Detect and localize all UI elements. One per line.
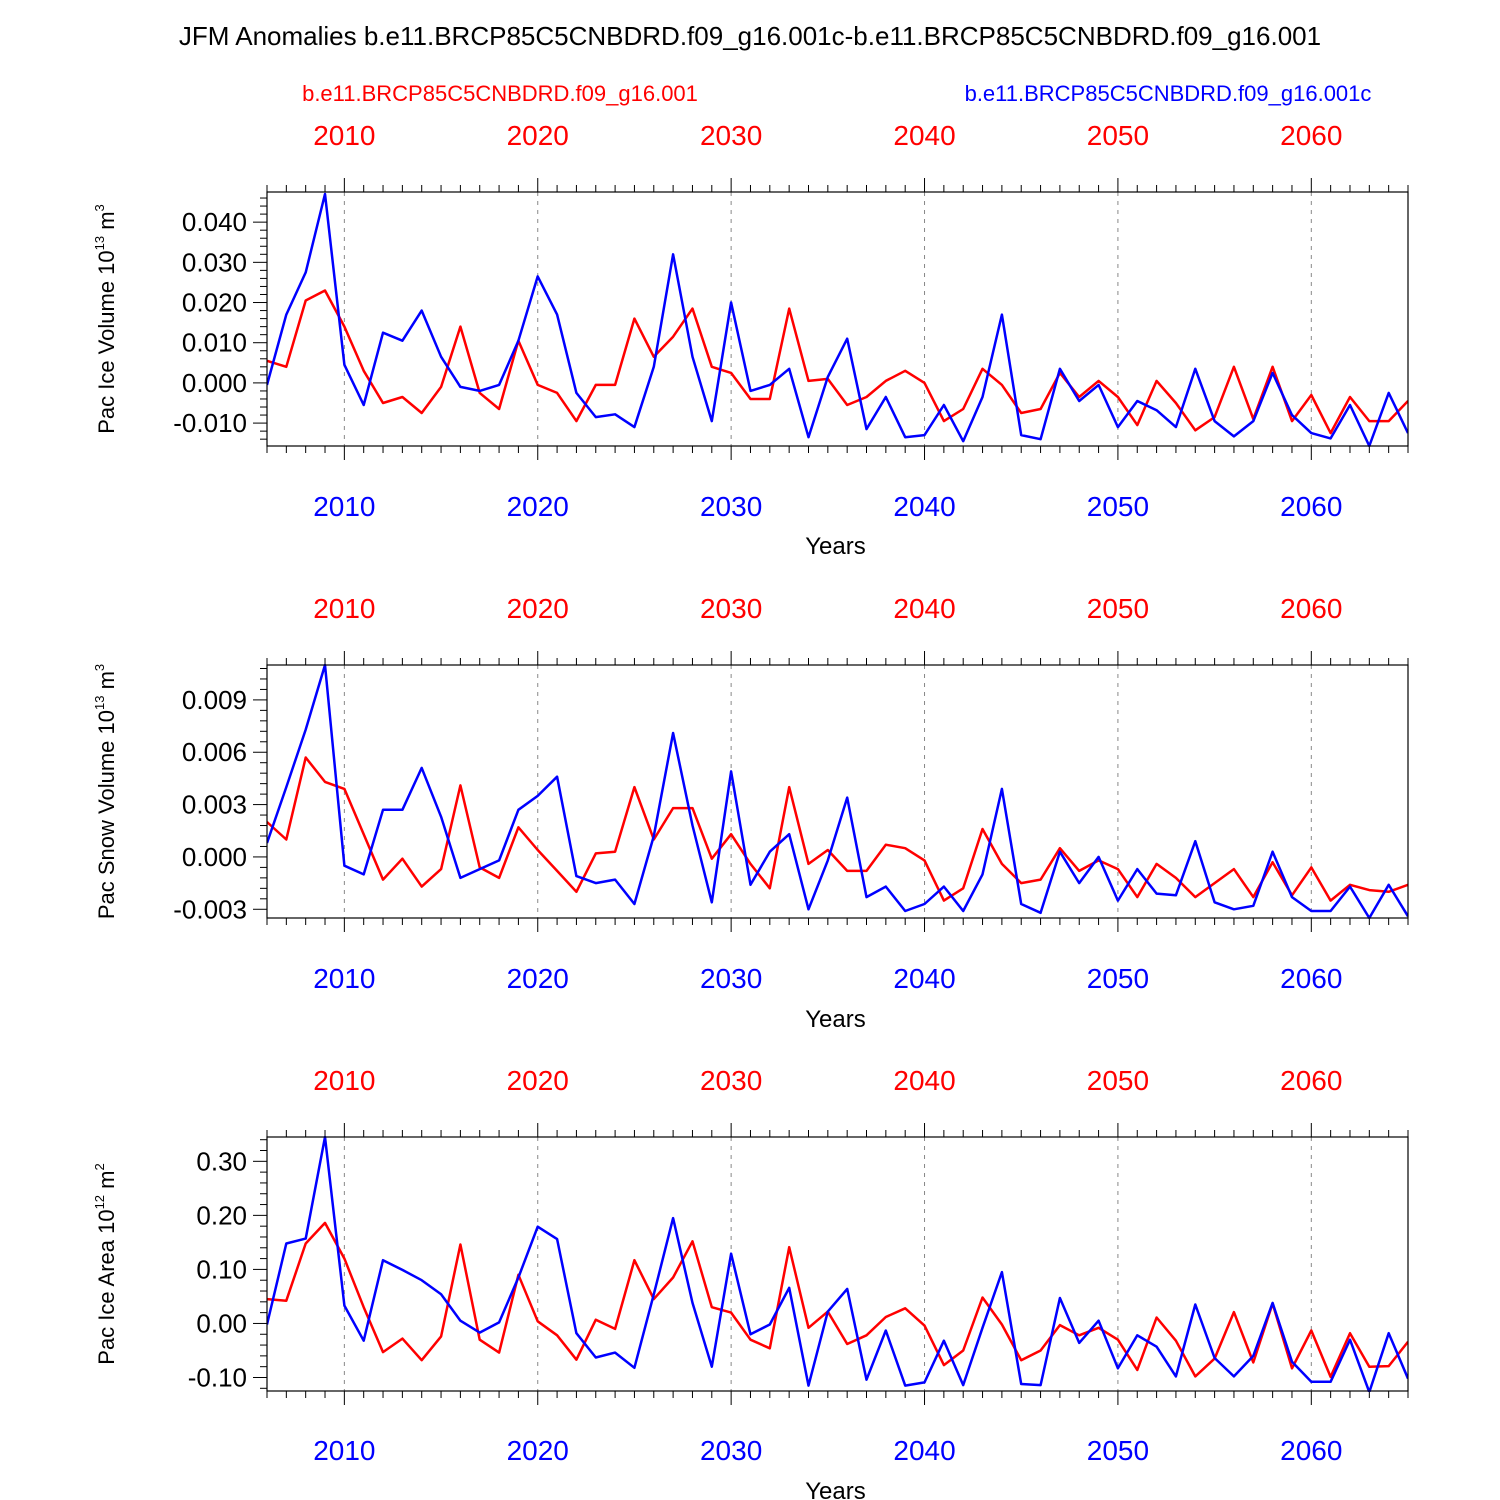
- x-tick-label-top-2060: 2060: [1280, 1065, 1342, 1096]
- y-tick-label: 0.20: [196, 1200, 247, 1230]
- y-tick-label: 0.009: [182, 685, 247, 715]
- x-tick-label-top-2020: 2020: [507, 120, 569, 151]
- x-tick-label-bottom-2020: 2020: [507, 491, 569, 522]
- y-tick-label: 0.010: [182, 328, 247, 358]
- x-tick-label-bottom-2010: 2010: [313, 1435, 375, 1466]
- series-line-red: [267, 1221, 1408, 1379]
- x-tick-label-bottom-2050: 2050: [1087, 963, 1149, 994]
- panel-2: -0.003 0.000 0.003 0.006 0.009 2010 2010 2020 20…: [92, 593, 1409, 1033]
- panel-3: -0.10 0.00 0.10 0.20 0.30 2010 2010 2020 2020 203…: [92, 1065, 1409, 1500]
- x-tick-label-bottom-2030: 2030: [700, 491, 762, 522]
- x-tick-label-top-2060: 2060: [1280, 593, 1342, 624]
- y-tick-label: -0.10: [188, 1362, 247, 1392]
- x-tick-label-bottom-2040: 2040: [893, 491, 955, 522]
- plot-frame: [266, 1136, 1409, 1392]
- x-tick-label-top-2020: 2020: [507, 1065, 569, 1096]
- x-tick-label-top-2020: 2020: [507, 593, 569, 624]
- x-tick-label-bottom-2030: 2030: [700, 963, 762, 994]
- x-tick-label-top-2050: 2050: [1087, 1065, 1149, 1096]
- x-tick-label-top-2040: 2040: [893, 120, 955, 151]
- y-axis-label: Pac Ice Area 1012 m2: [92, 1163, 119, 1364]
- x-tick-label-top-2060: 2060: [1280, 120, 1342, 151]
- x-tick-label-bottom-2020: 2020: [507, 963, 569, 994]
- plot-frame: [266, 664, 1409, 919]
- y-tick-label: 0.000: [182, 368, 247, 398]
- y-axis-label: Pac Ice Volume 1013 m3: [92, 204, 119, 434]
- x-tick-label-top-2050: 2050: [1087, 593, 1149, 624]
- series-line-red: [267, 289, 1408, 435]
- x-tick-label-bottom-2060: 2060: [1280, 963, 1342, 994]
- x-tick-label-bottom-2040: 2040: [893, 963, 955, 994]
- y-tick-label: 0.030: [182, 247, 247, 277]
- y-tick-label: -0.003: [173, 894, 247, 924]
- y-tick-label: -0.010: [173, 408, 247, 438]
- x-tick-label-top-2030: 2030: [700, 120, 762, 151]
- x-axis-label: Years: [805, 533, 866, 560]
- y-tick-label: 0.006: [182, 737, 247, 767]
- series-line-blue: [267, 192, 1408, 447]
- chart-title: JFM Anomalies b.e11.BRCP85C5CNBDRD.f09_g…: [179, 21, 1321, 51]
- x-axis-label: Years: [805, 1478, 866, 1500]
- x-tick-label-top-2040: 2040: [893, 1065, 955, 1096]
- plot-frame: [266, 191, 1409, 447]
- legend-blue-label: b.e11.BRCP85C5CNBDRD.f09_g16.001c: [965, 81, 1372, 106]
- y-tick-label: 0.000: [182, 842, 247, 872]
- panel-1: -0.010 0.000 0.010 0.020 0.030 0.040 2010 2010 2…: [92, 120, 1409, 560]
- x-tick-label-bottom-2050: 2050: [1087, 1435, 1149, 1466]
- x-tick-label-bottom-2040: 2040: [893, 1435, 955, 1466]
- y-tick-label: 0.30: [196, 1146, 247, 1176]
- x-tick-label-bottom-2010: 2010: [313, 963, 375, 994]
- y-tick-label: 0.040: [182, 207, 247, 237]
- y-tick-label: 0.020: [182, 288, 247, 318]
- x-tick-label-top-2010: 2010: [313, 1065, 375, 1096]
- x-tick-label-bottom-2030: 2030: [700, 1435, 762, 1466]
- y-tick-label: 0.00: [196, 1308, 247, 1338]
- x-tick-label-top-2010: 2010: [313, 593, 375, 624]
- y-axis-label: Pac Snow Volume 1013 m3: [92, 664, 119, 919]
- x-tick-label-bottom-2060: 2060: [1280, 1435, 1342, 1466]
- x-tick-label-top-2030: 2030: [700, 593, 762, 624]
- panels: -0.010 0.000 0.010 0.020 0.030 0.040 2010 2010 2…: [92, 120, 1409, 1500]
- x-tick-label-bottom-2010: 2010: [313, 491, 375, 522]
- series-line-blue: [267, 664, 1408, 919]
- x-tick-label-top-2010: 2010: [313, 120, 375, 151]
- x-tick-label-bottom-2060: 2060: [1280, 491, 1342, 522]
- series-line-red: [267, 756, 1408, 902]
- legend-red-label: b.e11.BRCP85C5CNBDRD.f09_g16.001: [302, 81, 698, 106]
- x-tick-label-bottom-2050: 2050: [1087, 491, 1149, 522]
- x-tick-label-bottom-2020: 2020: [507, 1435, 569, 1466]
- x-tick-label-top-2040: 2040: [893, 593, 955, 624]
- x-axis-label: Years: [805, 1006, 866, 1033]
- series-line-blue: [267, 1136, 1408, 1392]
- x-tick-label-top-2050: 2050: [1087, 120, 1149, 151]
- y-tick-label: 0.003: [182, 790, 247, 820]
- x-tick-label-top-2030: 2030: [700, 1065, 762, 1096]
- y-tick-label: 0.10: [196, 1254, 247, 1284]
